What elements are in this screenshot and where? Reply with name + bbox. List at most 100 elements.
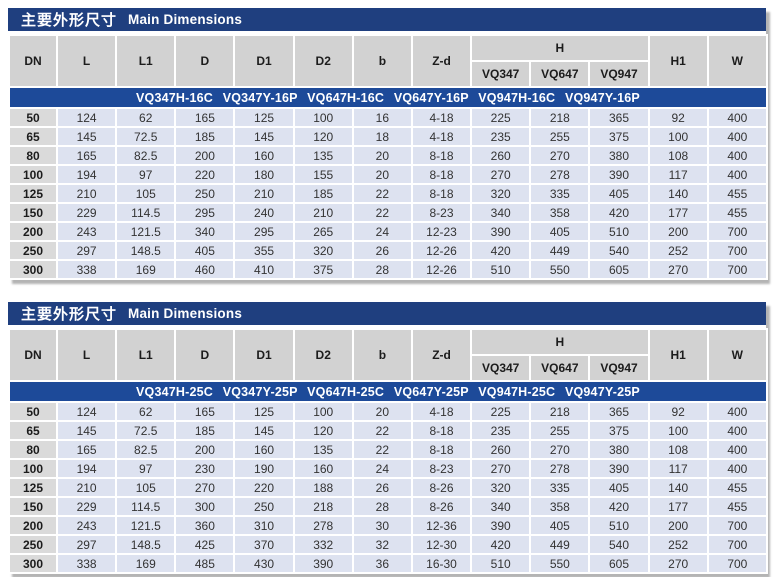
dn-cell: 65 (8, 126, 58, 147)
dim-cell: 218 (292, 496, 354, 517)
dim-cell: 340 (470, 202, 532, 223)
dim-cell: 540 (588, 240, 650, 261)
dn-cell: 50 (8, 401, 58, 422)
dim-cell: 36 (351, 553, 413, 574)
dn-cell: 300 (8, 553, 58, 574)
table-row: 80 165 82.5 200 160 135 22 8-18 260 270 380 108 400 (8, 439, 768, 460)
dim-cell: 100 (292, 107, 354, 128)
dn-cell: 250 (8, 240, 58, 261)
dim-cell: 410 (233, 259, 295, 280)
dim-cell: 121.5 (115, 515, 177, 536)
dim-cell: 605 (588, 259, 650, 280)
col-header-h1: H1 (647, 328, 709, 382)
dim-cell: 148.5 (115, 534, 177, 555)
dim-cell: 177 (647, 496, 709, 517)
dim-cell: 194 (55, 458, 118, 479)
dim-cell: 8-18 (410, 420, 473, 441)
dim-cell: 550 (529, 553, 591, 574)
dim-cell: 97 (115, 458, 177, 479)
dim-cell: 26 (351, 240, 413, 261)
dimensions-block-pn25: 主要外形尺寸 Main Dimensions DN L L1 D D1 D2 b… (8, 302, 768, 574)
dim-cell: 390 (470, 515, 532, 536)
dim-cell: 28 (351, 259, 413, 280)
dim-cell: 340 (470, 496, 532, 517)
table-row: 150 229 114.5 295 240 210 22 8-23 340 358 420 177 45… (8, 202, 768, 223)
dim-cell: 22 (351, 439, 413, 460)
dim-cell: 370 (233, 534, 295, 555)
dim-cell: 250 (174, 183, 236, 204)
col-header-h-group: H (470, 34, 650, 62)
dn-cell: 125 (8, 477, 58, 498)
table-row: 300 338 169 460 410 375 28 12-26 510 550 605 270 700 (8, 259, 768, 280)
model-series-band: VQ347H-25C VQ347Y-25P VQ647H-25C VQ647Y-… (8, 380, 768, 403)
dim-cell: 165 (174, 107, 236, 128)
dimensions-table: DN L L1 D D1 D2 b Z-d H H1 W VQ347 VQ647… (8, 328, 768, 574)
dim-cell: 235 (470, 420, 532, 441)
dim-cell: 510 (588, 221, 650, 242)
dim-cell: 405 (529, 221, 591, 242)
dim-cell: 380 (588, 439, 650, 460)
dim-cell: 100 (647, 126, 709, 147)
dim-cell: 240 (233, 202, 295, 223)
dim-cell: 185 (174, 420, 236, 441)
col-header-d: D (174, 34, 236, 88)
dim-cell: 218 (529, 107, 591, 128)
dim-cell: 120 (292, 420, 354, 441)
dim-cell: 210 (292, 202, 354, 223)
dim-cell: 425 (174, 534, 236, 555)
dim-cell: 8-26 (410, 496, 473, 517)
model-series-band: VQ347H-16C VQ347Y-16P VQ647H-16C VQ647Y-… (8, 86, 768, 109)
col-header-h-group: H (470, 328, 650, 356)
dim-cell: 260 (470, 145, 532, 166)
dim-cell: 230 (174, 458, 236, 479)
dim-cell: 100 (647, 420, 709, 441)
dim-cell: 20 (351, 145, 413, 166)
dim-cell: 510 (470, 259, 532, 280)
dim-cell: 160 (233, 439, 295, 460)
dim-cell: 400 (706, 439, 768, 460)
col-header-d: D (174, 328, 236, 382)
dim-cell: 22 (351, 202, 413, 223)
col-header-dn: DN (8, 328, 58, 382)
dim-cell: 400 (706, 458, 768, 479)
table-row: 100 194 97 230 190 160 24 8-23 270 278 390 117 400 (8, 458, 768, 479)
dim-cell: 270 (470, 458, 532, 479)
dim-cell: 220 (174, 164, 236, 185)
dim-cell: 250 (233, 496, 295, 517)
dim-cell: 260 (470, 439, 532, 460)
dim-cell: 225 (470, 107, 532, 128)
dim-cell: 105 (115, 477, 177, 498)
dim-cell: 145 (55, 126, 118, 147)
col-header-dn: DN (8, 34, 58, 88)
dim-cell: 270 (529, 145, 591, 166)
dn-cell: 200 (8, 221, 58, 242)
dim-cell: 400 (706, 107, 768, 128)
dim-cell: 355 (233, 240, 295, 261)
dn-cell: 150 (8, 496, 58, 517)
table-row: 150 229 114.5 300 250 218 28 8-26 340 358 420 177 45… (8, 496, 768, 517)
dim-cell: 405 (588, 183, 650, 204)
dim-cell: 278 (529, 164, 591, 185)
table-row: 50 124 62 165 125 100 20 4-18 225 218 365 92 400 (8, 401, 768, 422)
dim-cell: 22 (351, 183, 413, 204)
col-header-d2: D2 (292, 328, 354, 382)
dim-cell: 420 (588, 202, 650, 223)
dim-cell: 449 (529, 534, 591, 555)
dim-cell: 400 (706, 145, 768, 166)
dim-cell: 62 (115, 401, 177, 422)
dim-cell: 62 (115, 107, 177, 128)
col-subheader-vq947: VQ947 (588, 354, 650, 382)
dim-cell: 8-23 (410, 458, 473, 479)
dim-cell: 455 (706, 202, 768, 223)
dim-cell: 460 (174, 259, 236, 280)
dim-cell: 700 (706, 259, 768, 280)
dim-cell: 365 (588, 401, 650, 422)
dim-cell: 455 (706, 496, 768, 517)
dim-cell: 200 (174, 145, 236, 166)
dn-cell: 125 (8, 183, 58, 204)
dn-cell: 100 (8, 458, 58, 479)
dim-cell: 420 (588, 496, 650, 517)
dim-cell: 160 (233, 145, 295, 166)
dim-cell: 145 (233, 126, 295, 147)
